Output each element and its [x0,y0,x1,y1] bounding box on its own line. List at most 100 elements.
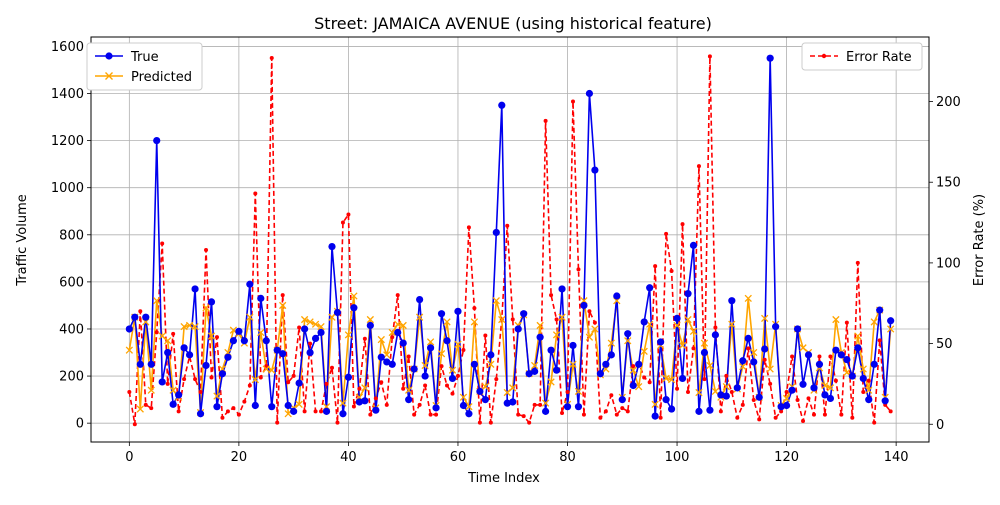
point-true [848,372,856,380]
point-error-rate [488,420,493,425]
point-true [542,407,550,415]
legend-true-marker [105,52,113,60]
point-true [514,325,522,333]
point-error-rate [570,99,575,104]
point-true [525,370,533,378]
point-true [793,325,802,333]
point-error-rate [401,386,406,391]
point-true [185,351,194,359]
point-true [651,412,659,420]
point-predicted [750,348,758,357]
point-error-rate [176,409,181,414]
point-error-rate [209,375,214,380]
point-true [717,391,725,399]
point-error-rate [817,354,822,359]
point-true [465,410,473,418]
point-true [602,360,610,368]
point-error-rate [324,381,329,386]
point-predicted [607,339,615,347]
point-true [799,380,807,388]
point-true [311,334,320,342]
point-error-rate [455,373,460,378]
point-true [344,373,353,381]
point-error-rate [762,357,767,362]
point-error-rate [686,389,691,394]
point-error-rate [713,325,718,330]
point-true [744,334,752,342]
point-error-rate [247,383,252,388]
point-true [684,290,692,298]
point-error-rate [751,398,756,403]
point-error-rate [811,412,816,417]
point-predicted [350,292,358,300]
legend-right: Error Rate [801,42,923,71]
point-true [887,317,895,325]
point-predicted [361,384,369,392]
point-predicted [547,378,555,386]
point-true [761,345,769,353]
point-error-rate [193,377,198,382]
point-predicted [761,314,769,323]
point-true [224,353,232,361]
point-error-rate [198,389,203,394]
point-error-rate [669,268,674,273]
point-error-rate [242,399,247,404]
point-predicted [136,405,144,413]
point-error-rate [855,260,860,265]
point-true [772,323,780,331]
y-tick-label: 600 [59,275,84,290]
point-true [355,398,363,406]
point-predicted [344,331,353,339]
point-true [246,280,254,288]
point-error-rate [675,386,680,391]
point-true [635,360,643,368]
point-predicted [865,386,873,394]
point-predicted [311,320,320,328]
point-true [881,397,889,405]
point-error-rate [340,220,345,225]
y-tick-label: 400 [59,322,84,337]
point-true [854,344,862,352]
point-true [520,310,528,318]
x-tick-label: 0 [125,450,133,465]
point-error-rate [598,415,603,420]
point-predicted [251,375,259,384]
y-tick-label: 200 [59,370,84,385]
point-predicted [530,361,539,370]
point-error-rate [664,231,669,236]
point-error-rate [439,364,444,369]
point-predicted [147,386,155,394]
point-predicted [426,338,435,346]
series-lines [128,55,892,426]
point-predicted [744,294,752,303]
point-error-rate [406,354,411,359]
point-true [591,166,599,174]
point-true [646,284,654,292]
point-true [750,358,758,366]
point-true [865,396,873,404]
point-true [459,401,468,410]
point-error-rate [801,419,806,424]
point-true [437,310,446,318]
point-true [695,407,703,415]
point-predicted [673,321,681,330]
point-error-rate [729,389,734,394]
legend-right-box [801,42,923,71]
point-true [301,325,309,333]
point-error-rate [505,223,510,228]
point-predicted [569,360,577,368]
point-predicted [164,337,172,345]
point-true [147,360,155,368]
point-predicted [859,365,867,373]
point-error-rate [132,422,137,427]
point-true [322,407,331,415]
point-true [739,357,747,365]
y-tick-label: 800 [59,228,84,243]
point-true [454,307,462,315]
point-true [552,366,561,374]
point-true [870,360,878,368]
point-true [640,318,648,326]
point-true [558,285,566,293]
point-error-rate [269,55,274,60]
point-error-rate [286,380,291,385]
